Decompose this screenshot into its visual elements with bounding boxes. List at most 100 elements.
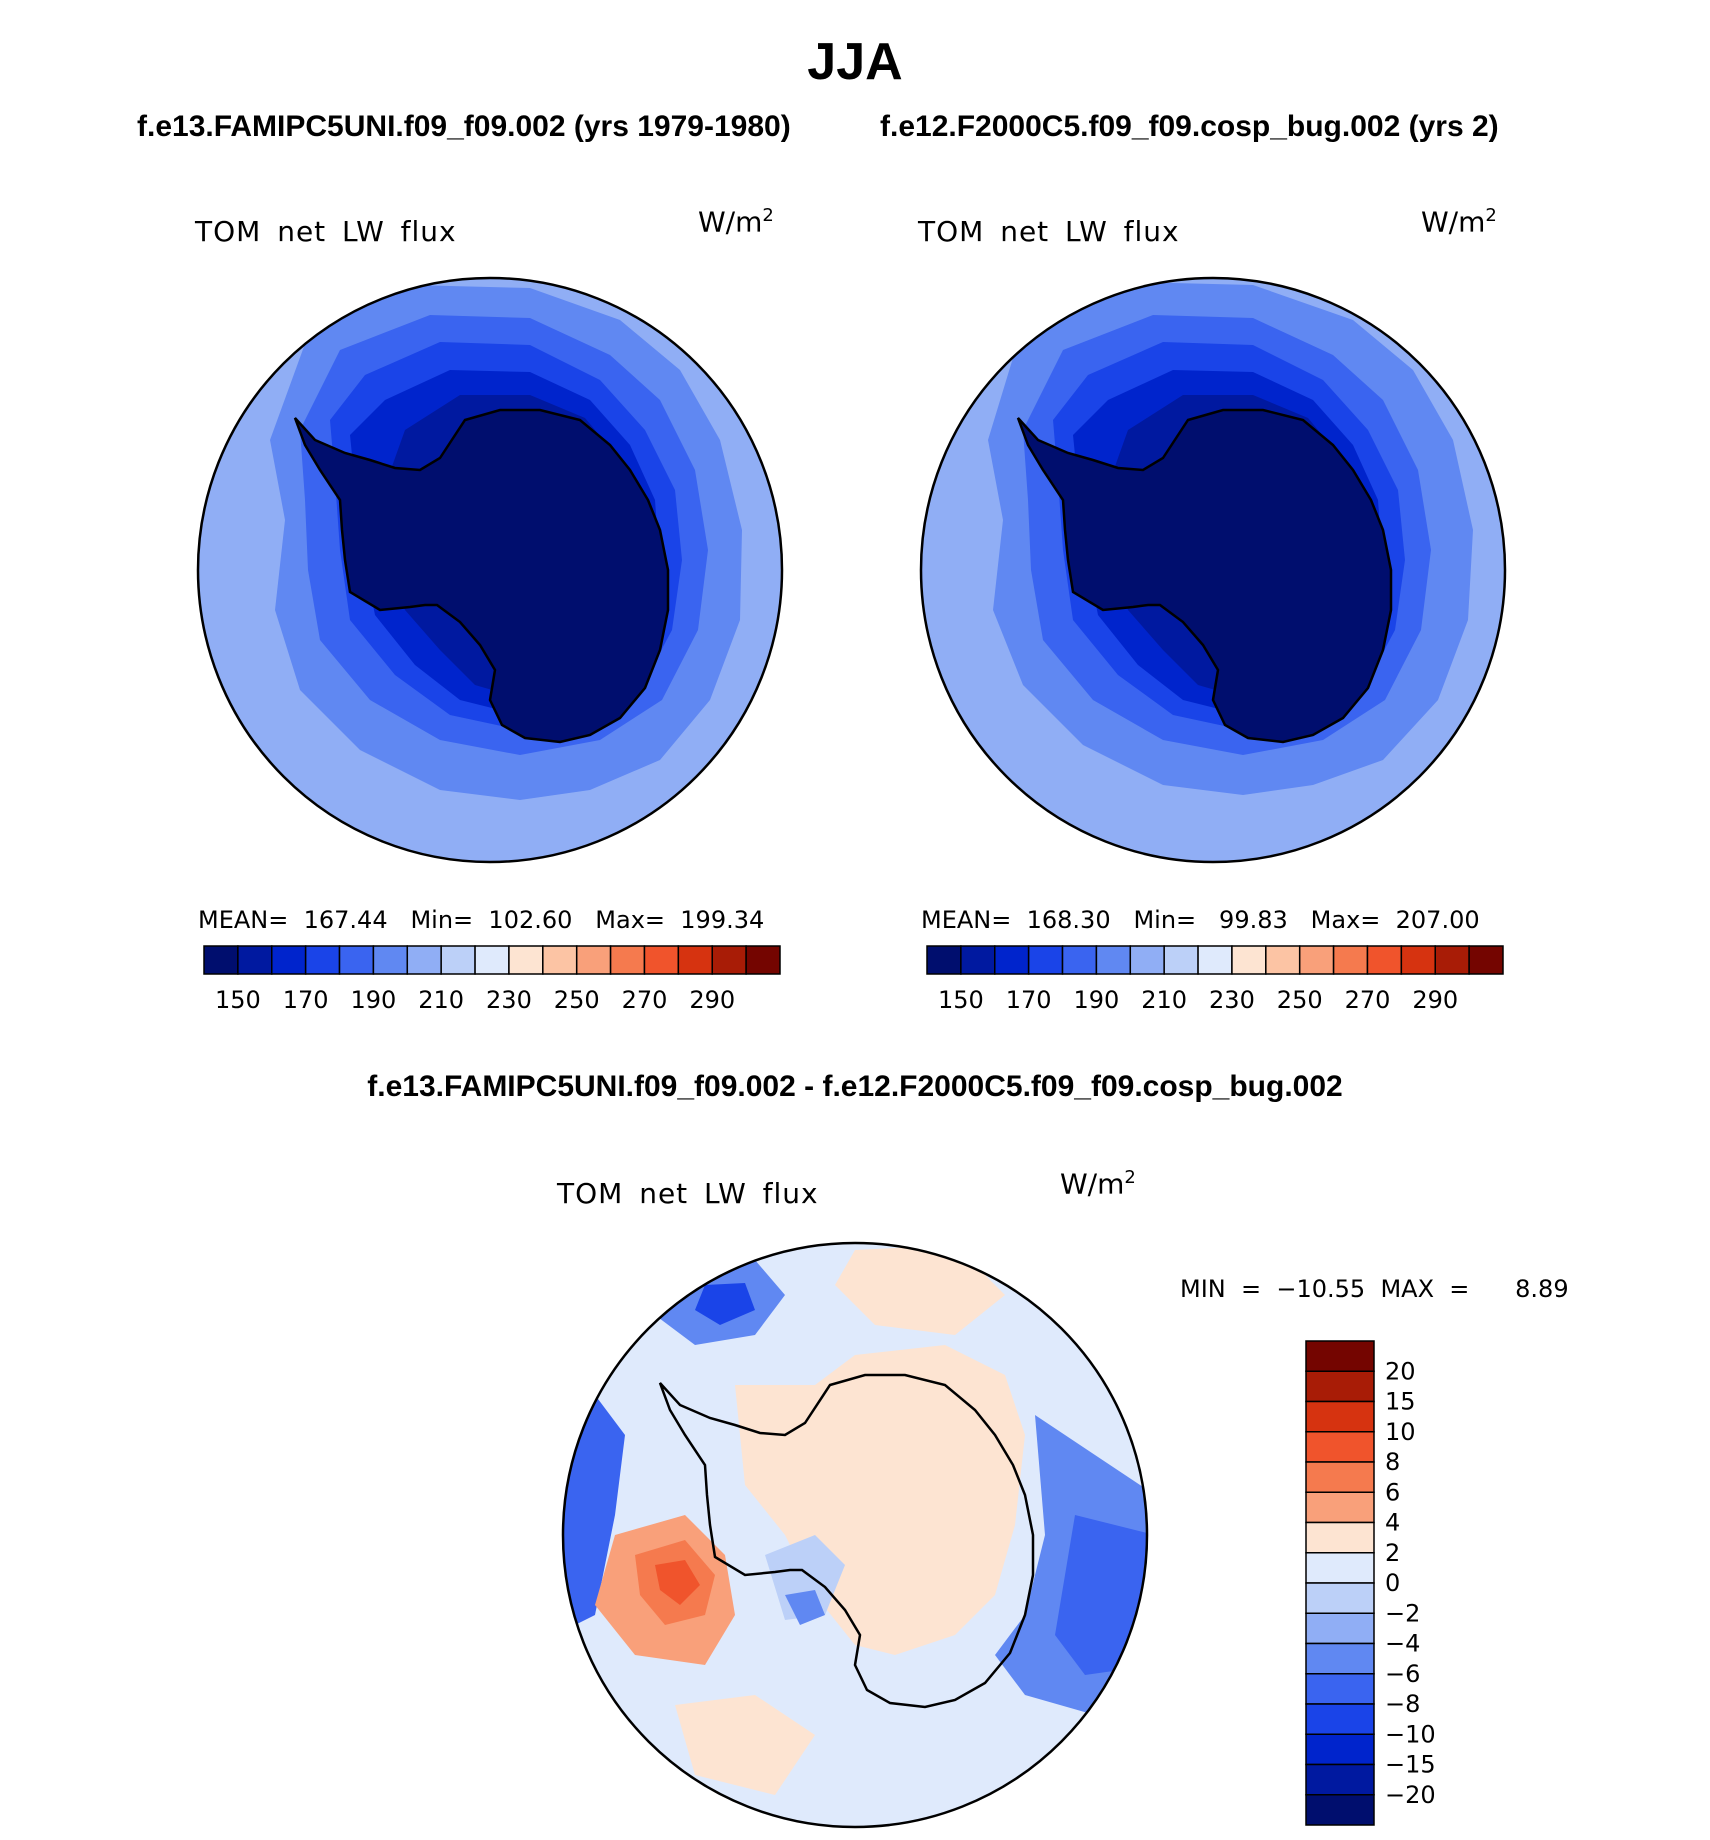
colorbar-tick-label: 250 [554,986,600,1014]
colorbar-tick-label: 190 [1074,986,1120,1014]
colorbar-tick-label: −6 [1385,1660,1420,1688]
colorbar-tick-label: 250 [1277,986,1323,1014]
diff-region-neg2-center [765,1535,845,1620]
colorbar-box [609,945,646,975]
case-title-right: f.e12.F2000C5.f09_f09.cosp_bug.002 (yrs … [880,110,1499,143]
colorbar-tick-label: 2 [1385,1539,1400,1567]
colorbar-box [1265,945,1301,975]
colorbar-tick-label: −15 [1385,1751,1436,1779]
colorbar-box [1305,1461,1375,1493]
colorbar-tick-label: −4 [1385,1630,1420,1658]
colorbar-box [1305,1642,1375,1675]
colorbar-tick-label: 170 [283,986,329,1014]
colorbar-box [304,945,341,975]
panel2-polar-map [919,276,1507,864]
colorbar-box [1305,1340,1375,1372]
colorbar-box [1163,945,1199,975]
colorbar-box [1434,945,1470,975]
panel1-variable-label: TOM net LW flux [195,215,457,248]
colorbar-tick-label: 270 [622,986,668,1014]
colorbar-tick-label: 8 [1385,1448,1400,1476]
diff-region-neg10-top [695,1283,755,1325]
difference-units: W/m2 [1060,1167,1136,1201]
colorbar-box [338,945,375,975]
colorbar-box [1305,1673,1375,1705]
colorbar-tick-label: 210 [418,986,464,1014]
panel2-map-border [919,276,1507,864]
colorbar-box [575,945,612,975]
difference-title: f.e13.FAMIPC5UNI.f09_f09.002 - f.e12.F20… [367,1070,1343,1103]
colorbar-box [237,945,273,975]
panel1-stats: MEAN= 167.44 Min= 102.60 Max= 199.34 [198,906,765,934]
colorbar-box [271,945,307,975]
panel1-map-border [196,276,784,864]
colorbar-box [1305,1794,1375,1826]
colorbar-box [1129,945,1165,975]
difference-polar-map [561,1241,1149,1829]
colorbar-box [1197,945,1233,975]
colorbar-tick-label: 10 [1385,1418,1416,1446]
colorbar-tick-label: −10 [1385,1720,1436,1748]
colorbar-box [1298,945,1335,975]
colorbar-tick-label: 210 [1141,986,1187,1014]
colorbar-box [677,945,713,975]
colorbar-tick-label: 150 [938,986,984,1014]
difference-variable-label: TOM net LW flux [557,1177,819,1210]
colorbar-box [1468,945,1504,975]
colorbar-box [1305,1582,1375,1614]
figure-title: JJA [807,33,903,91]
panel1-colorbar: 150 170 190 210 230 250 270 290 [203,945,781,1014]
colorbar-tick-label: 15 [1385,1388,1416,1416]
panel1-units: W/m2 [698,205,774,239]
colorbar-box [994,945,1030,975]
panel2-colorbar: 150 170 190 210 230 250 270 290 [926,945,1504,1014]
colorbar-box [1061,945,1098,975]
colorbar-box [1305,1733,1375,1766]
colorbar-box [1332,945,1369,975]
colorbar-tick-label: 230 [1209,986,1255,1014]
colorbar-box [1305,1521,1375,1554]
colorbar-box [542,945,578,975]
panel1-polar-map [196,276,784,864]
colorbar-box [1400,945,1436,975]
colorbar-box [711,945,747,975]
colorbar-box [1305,1370,1375,1403]
colorbar-tick-label: 4 [1385,1509,1400,1537]
colorbar-tick-label: 6 [1385,1478,1400,1506]
panel2-variable-label: TOM net LW flux [918,215,1180,248]
colorbar-box [960,945,996,975]
diff-region-neg6-center [785,1590,825,1625]
colorbar-tick-label: 230 [486,986,532,1014]
diff-region-8-left [655,1560,700,1605]
colorbar-tick-label: 270 [1345,986,1391,1014]
colorbar-box [474,945,510,975]
colorbar-box [406,945,442,975]
colorbar-tick-label: −8 [1385,1690,1420,1718]
colorbar-tick-label: 0 [1385,1569,1400,1597]
diff-region-2-bottom [675,1695,815,1795]
colorbar-box [1305,1431,1375,1463]
colorbar-box [926,945,962,975]
panel2-units: W/m2 [1421,205,1497,239]
colorbar-box [203,945,239,975]
colorbar-box [1095,945,1132,975]
colorbar-box [372,945,409,975]
colorbar-box [643,945,680,975]
difference-map-border [561,1241,1149,1829]
colorbar-box [745,945,781,975]
colorbar-tick-label: 190 [351,986,397,1014]
colorbar-tick-label: 20 [1385,1357,1416,1385]
colorbar-box [440,945,476,975]
colorbar-box [508,945,544,975]
colorbar-box [1305,1552,1375,1584]
colorbar-tick-label: 290 [689,986,735,1014]
case-title-left: f.e13.FAMIPC5UNI.f09_f09.002 (yrs 1979-1… [137,110,791,143]
colorbar-tick-label: −2 [1385,1599,1420,1627]
colorbar-box [1305,1400,1375,1433]
colorbar-tick-label: 170 [1006,986,1052,1014]
colorbar-box [1231,945,1267,975]
colorbar-tick-label: −20 [1385,1781,1436,1809]
colorbar-tick-label: 150 [215,986,261,1014]
panel2-stats: MEAN= 168.30 Min= 99.83 Max= 207.00 [921,906,1480,934]
